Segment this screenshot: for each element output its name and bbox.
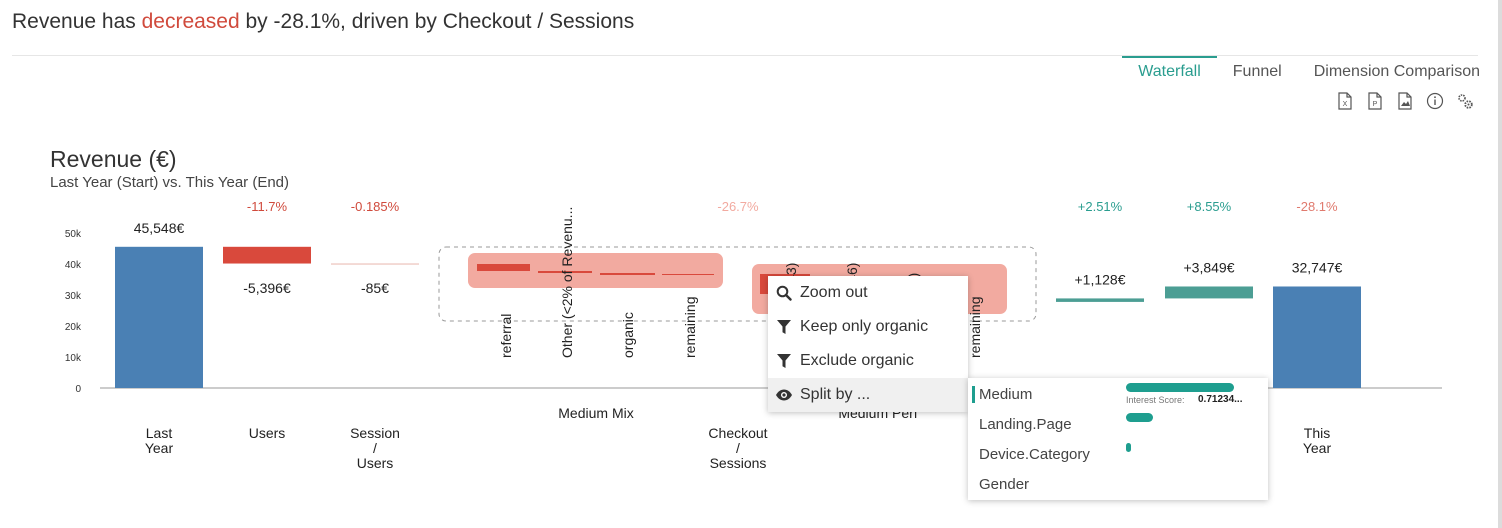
menu-item-zoom-out[interactable]: Zoom out	[768, 276, 968, 310]
y-tick-label: 40k	[65, 260, 82, 271]
filter-icon	[768, 353, 800, 369]
menu-item-split-by[interactable]: Split by ...	[768, 378, 968, 412]
y-tick-label: 10k	[65, 353, 82, 364]
step-percent-label: -11.7%	[247, 199, 288, 214]
context-menu: Zoom out Keep only organic Exclude organ…	[768, 276, 968, 412]
tab-funnel[interactable]: Funnel	[1232, 63, 1282, 80]
x-axis-label: /	[373, 440, 377, 456]
x-axis-label: Year	[1303, 440, 1332, 456]
y-tick-label: 30k	[65, 291, 82, 302]
y-tick-label: 50k	[65, 229, 82, 240]
y-tick-label: 20k	[65, 322, 82, 333]
step-value-label: +3,849€	[1184, 259, 1235, 275]
group-sub-bar	[538, 271, 592, 273]
svg-text:X: X	[1343, 101, 1348, 108]
group-item-label: remaining	[967, 297, 983, 358]
step-value-label: 45,548€	[134, 220, 185, 236]
info-icon[interactable]	[1426, 92, 1444, 110]
excel-export-icon[interactable]: X	[1336, 92, 1354, 110]
chart-title: Revenue (€)	[50, 146, 177, 172]
step-value-label: -85€	[361, 280, 389, 296]
divider	[12, 55, 1478, 56]
y-tick-label: 0	[75, 384, 81, 395]
waterfall-bar	[1273, 286, 1361, 388]
headline-prefix: Revenue has	[12, 10, 142, 33]
interest-score-bar	[1126, 443, 1131, 452]
image-export-icon[interactable]	[1396, 92, 1414, 110]
step-percent-label: -28.1%	[1296, 199, 1338, 214]
x-axis-label: Session	[350, 425, 400, 441]
eye-icon	[768, 388, 800, 402]
interest-score-bar	[1126, 383, 1234, 392]
step-value-label: +1,128€	[1075, 271, 1126, 287]
x-axis-label: Year	[145, 440, 174, 456]
menu-item-keep-only[interactable]: Keep only organic	[768, 310, 968, 344]
split-option-landing-page[interactable]: Landing.Page	[979, 416, 1072, 433]
tab-waterfall[interactable]: Waterfall	[1122, 56, 1217, 85]
x-axis-label: Users	[357, 455, 394, 471]
step-value-label: -5,396€	[243, 280, 291, 296]
step-percent-label: -26.7%	[717, 199, 759, 214]
group-item-label: organic	[620, 312, 636, 358]
menu-item-exclude[interactable]: Exclude organic	[768, 344, 968, 378]
group-item-label: )	[905, 273, 921, 278]
waterfall-bar	[1165, 286, 1253, 299]
headline: Revenue has decreased by -28.1%, driven …	[12, 10, 634, 34]
group-highlight	[468, 253, 723, 288]
group-label: Medium Mix	[558, 405, 633, 421]
headline-highlight: decreased	[141, 10, 240, 33]
step-percent-label: +8.55%	[1187, 199, 1232, 214]
group-sub-bar	[600, 273, 655, 275]
x-axis-label: Sessions	[710, 455, 767, 471]
view-tabs: Waterfall Funnel Dimension Comparison	[1122, 56, 1480, 85]
group-sub-bar	[477, 264, 530, 271]
selection-box	[438, 246, 1037, 322]
filter-icon	[768, 319, 800, 335]
split-option-gender[interactable]: Gender	[979, 476, 1030, 493]
chart-toolbar: X P	[1336, 92, 1474, 110]
tab-dimension-comparison[interactable]: Dimension Comparison	[1313, 63, 1480, 80]
chart-subtitle: Last Year (Start) vs. This Year (End)	[50, 174, 290, 191]
waterfall-bar	[223, 246, 311, 264]
step-value-label: 32,747€	[1292, 259, 1343, 275]
x-axis-label: /	[736, 440, 740, 456]
x-axis-label: Checkout	[708, 425, 767, 441]
interest-score-value: 0.71234...	[1198, 394, 1243, 405]
interest-score-label: Interest Score:	[1126, 395, 1185, 405]
settings-icon[interactable]	[1456, 92, 1474, 110]
split-option-medium[interactable]: Medium	[979, 386, 1033, 403]
waterfall-bar	[331, 263, 419, 265]
group-item-label: remaining	[682, 297, 698, 358]
split-by-submenu: Medium Landing.Page Device.Category Gend…	[968, 378, 1268, 500]
waterfall-bar	[1056, 298, 1144, 302]
menu-item-label: Keep only organic	[800, 318, 929, 335]
menu-item-label: Split by ...	[800, 386, 871, 403]
x-axis-label: Last	[146, 425, 173, 441]
step-percent-label: +2.51%	[1078, 199, 1123, 214]
selected-indicator	[972, 386, 975, 403]
step-percent-label: -0.185%	[351, 199, 400, 214]
split-option-device-category[interactable]: Device.Category	[979, 446, 1090, 463]
search-icon	[768, 285, 800, 301]
x-axis-label: Users	[249, 425, 286, 441]
interest-score-bar	[1126, 413, 1153, 422]
group-sub-bar	[662, 274, 714, 275]
x-axis-label: This	[1304, 425, 1330, 441]
svg-text:P: P	[1373, 101, 1378, 108]
group-item-label: Other (<2% of Revenu...	[559, 207, 575, 358]
waterfall-bar	[115, 246, 203, 388]
group-item-label: referral	[498, 314, 514, 358]
scrollbar[interactable]	[1498, 0, 1502, 528]
powerpoint-export-icon[interactable]: P	[1366, 92, 1384, 110]
headline-suffix: by -28.1%, driven by Checkout / Sessions	[239, 10, 635, 33]
menu-item-label: Zoom out	[800, 284, 868, 301]
menu-item-label: Exclude organic	[800, 352, 914, 369]
